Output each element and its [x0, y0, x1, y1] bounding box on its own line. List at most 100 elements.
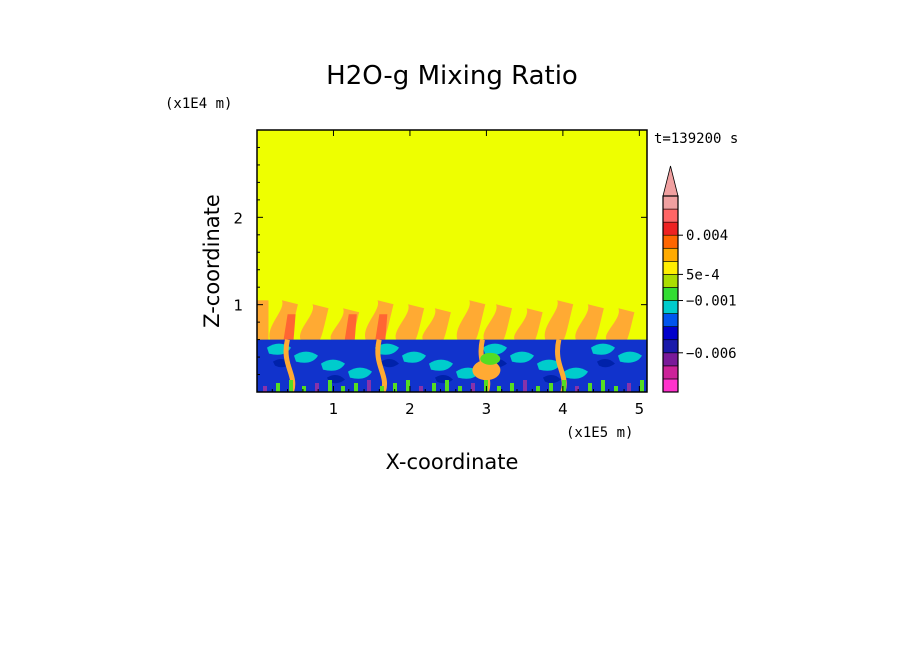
moisture-plume — [544, 300, 574, 340]
moisture-core — [375, 314, 388, 340]
surface-feature — [419, 386, 423, 392]
surface-feature — [497, 386, 501, 392]
dry-eddy — [597, 359, 615, 368]
colorbar-tick-label: −0.001 — [686, 294, 737, 310]
colorbar-band — [662, 208, 679, 223]
dry-eddy — [375, 343, 399, 355]
time-label: t=139200 s — [654, 131, 738, 147]
colorbar-tick-label: 5e-4 — [686, 267, 720, 283]
surface-feature — [575, 386, 579, 392]
surface-feature — [341, 386, 345, 392]
dry-eddy — [348, 367, 372, 379]
moisture-core — [283, 314, 296, 340]
surface-feature — [510, 383, 514, 392]
dry-eddy — [618, 351, 642, 363]
surface-feature — [562, 380, 566, 392]
colorbar-band — [662, 221, 679, 236]
surface-feature — [536, 386, 540, 392]
surface-feature — [406, 380, 410, 392]
chart-title: H2O-g Mixing Ratio — [326, 61, 578, 91]
moisture-plume — [422, 308, 451, 342]
colorbar-band — [662, 313, 679, 327]
y-axis-label: Z-coordinate — [200, 194, 224, 328]
surface-feature — [432, 383, 436, 392]
surface-feature — [458, 386, 462, 392]
dry-eddy — [564, 367, 588, 379]
colorbar-band — [662, 326, 679, 341]
x-axis-units: (x1E5 m) — [566, 425, 633, 441]
surface-feature — [354, 383, 358, 392]
surface-feature — [367, 380, 371, 392]
surface-feature — [601, 380, 605, 392]
dry-eddy — [294, 351, 318, 363]
dry-eddy — [483, 343, 507, 355]
colorbar-band — [662, 274, 679, 288]
surface-feature — [523, 380, 527, 392]
dry-eddy — [537, 359, 561, 371]
surface-feature — [289, 380, 293, 392]
y-axis-ticks: 12 — [233, 146, 647, 376]
y-axis-units: (x1E4 m) — [165, 96, 232, 112]
dry-eddy — [543, 375, 561, 384]
moisture-plume — [456, 300, 486, 340]
surface-feature — [315, 383, 319, 392]
moisture-plume — [299, 304, 329, 341]
colorbar-tick-label: −0.006 — [686, 346, 737, 362]
surface-feature — [627, 383, 631, 392]
surface-feature — [276, 383, 280, 392]
colorbar-tick-label: 0.004 — [686, 228, 728, 244]
colorbar-band — [662, 300, 679, 314]
colorbar-band — [662, 365, 679, 380]
colorbar: 0.004 5e-4 −0.001 −0.006 — [662, 165, 737, 393]
updraft-column — [375, 339, 387, 392]
moisture-plume — [514, 308, 543, 342]
x-tick-label: 4 — [558, 400, 568, 418]
surface-feature — [263, 386, 267, 392]
x-tick-label: 2 — [405, 400, 415, 418]
dry-eddy — [402, 351, 426, 363]
x-axis-ticks: 1 2 3 4 5 — [271, 130, 645, 418]
dry-eddy — [591, 343, 615, 355]
surface-feature — [445, 380, 449, 392]
moisture-plume — [483, 304, 513, 341]
colorbar-frame — [662, 195, 679, 393]
plot-frame — [256, 129, 648, 393]
moisture-plume — [395, 304, 425, 341]
surface-feature — [614, 386, 618, 392]
dry-eddy — [510, 351, 534, 363]
surface-feature — [471, 383, 475, 392]
moisture-plume — [257, 300, 269, 340]
surface-feature — [328, 380, 332, 392]
dry-eddy — [429, 359, 453, 371]
surface-feature — [588, 383, 592, 392]
x-tick-label: 3 — [482, 400, 492, 418]
colorbar-band — [662, 352, 679, 367]
colorbar-band — [662, 261, 679, 275]
colorbar-band — [662, 287, 679, 301]
colorbar-band — [662, 234, 679, 249]
moisture-plume — [605, 308, 635, 342]
moist-bubble — [472, 360, 501, 381]
dry-eddy — [321, 359, 345, 371]
moisture-core — [344, 314, 357, 340]
x-tick-label: 5 — [635, 400, 645, 418]
mixing-ratio-field — [257, 130, 647, 392]
y-tick-label: 1 — [233, 297, 243, 315]
moisture-plume — [575, 304, 604, 341]
x-axis-label: X-coordinate — [386, 450, 519, 474]
moist-bubble — [480, 352, 501, 365]
surface-feature — [640, 380, 644, 392]
y-tick-label: 2 — [233, 209, 243, 227]
surface-feature — [549, 383, 553, 392]
surface-feature — [380, 386, 384, 392]
dry-eddy — [381, 359, 399, 368]
colorbar-band — [662, 247, 679, 262]
colorbar-band — [662, 195, 679, 210]
colorbar-band — [662, 339, 679, 354]
colorbar-band — [662, 378, 679, 393]
colorbar-extend-arrow — [662, 165, 679, 197]
surface-feature — [302, 386, 306, 392]
surface-feature — [393, 383, 397, 392]
x-tick-label: 1 — [329, 400, 339, 418]
